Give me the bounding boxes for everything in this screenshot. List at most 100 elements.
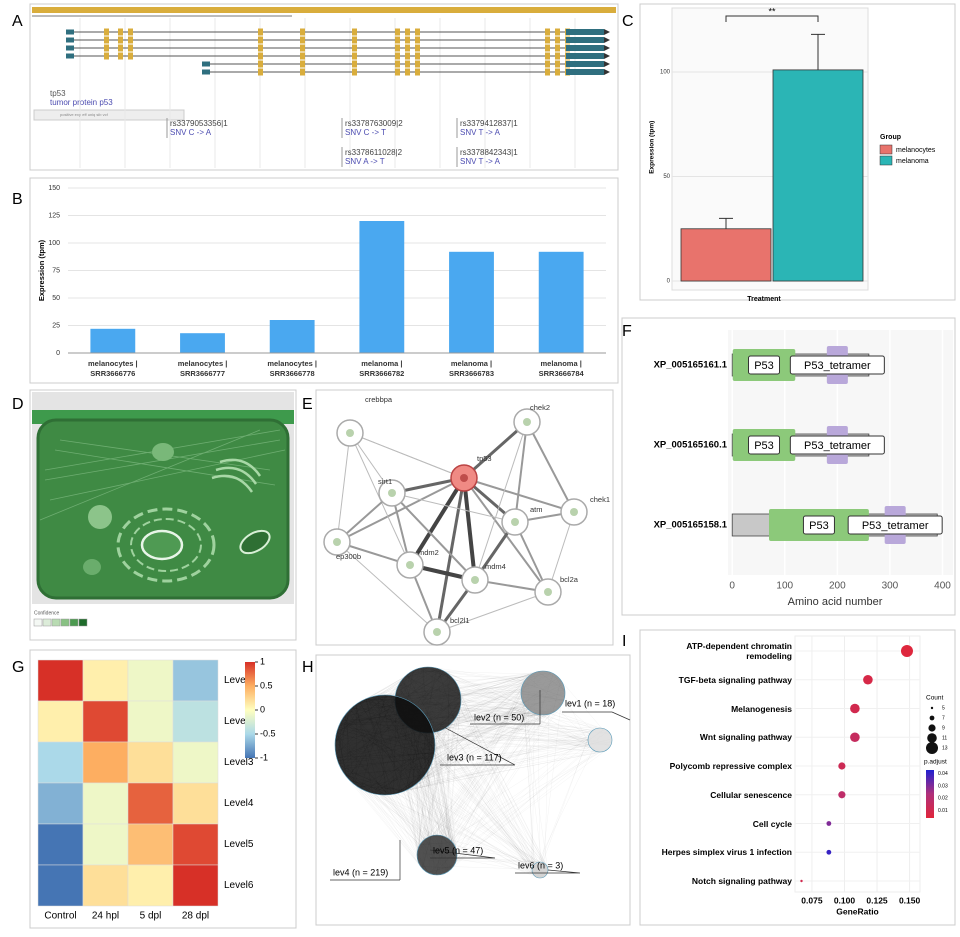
exon — [118, 28, 123, 36]
label-leader — [562, 711, 631, 721]
level-label: lev5 (n = 47) — [433, 845, 483, 855]
bundle-edge — [564, 695, 591, 748]
bundle-edge — [433, 735, 457, 859]
variant-id: rs3378763009|2 — [345, 119, 403, 128]
exon — [352, 52, 357, 60]
panel-label: E — [302, 396, 313, 413]
bundle-edge — [441, 669, 590, 746]
size-legend-dot — [926, 742, 938, 754]
bundle-edge — [448, 713, 552, 840]
bundle-edge — [448, 751, 600, 839]
bundle-edge — [416, 769, 429, 856]
y-tick-label: 100 — [48, 240, 60, 247]
bundle-edge — [536, 735, 590, 878]
level-node — [416, 834, 458, 876]
bundle-edge — [426, 772, 448, 839]
network-edge — [391, 492, 476, 581]
bundle-edge — [396, 793, 535, 876]
bundle-edge — [394, 793, 419, 847]
bundle-edge — [435, 728, 605, 836]
bar — [180, 333, 225, 353]
bundle-edge — [460, 693, 548, 867]
bundle-edge — [437, 731, 449, 839]
bundle-edge — [430, 724, 548, 868]
exon — [545, 36, 550, 44]
node-structure — [511, 518, 519, 526]
variant-id: rs3378611028|2 — [345, 148, 403, 157]
y-tick-label: 0 — [667, 279, 671, 285]
size-legend-dot — [929, 715, 935, 721]
row-label: Level3 — [224, 757, 254, 768]
exon — [405, 52, 410, 60]
colorbar — [926, 770, 934, 818]
exon — [352, 28, 357, 36]
bundle-edge — [523, 704, 549, 872]
bundle-edge — [415, 730, 592, 785]
bundle-edge — [406, 713, 551, 791]
utr — [566, 45, 604, 51]
legend-swatch — [879, 144, 893, 155]
bundle-edge — [431, 701, 564, 836]
bundle-edge — [539, 714, 589, 740]
node-structure — [523, 418, 531, 426]
bundle-edge — [537, 714, 541, 863]
bundle-edge — [415, 730, 611, 746]
bundle-edge — [437, 699, 462, 836]
exon — [258, 68, 263, 76]
confidence-scale — [33, 618, 88, 627]
heatmap-cell — [82, 782, 129, 825]
level-label: lev6 (n = 3) — [518, 860, 563, 870]
x-tick-label: 0.150 — [899, 895, 921, 905]
exon — [555, 36, 560, 44]
node-structure — [471, 576, 479, 584]
node-label: atm — [530, 505, 543, 514]
heatmap-cell — [82, 823, 129, 866]
size-legend-label: 7 — [942, 715, 945, 721]
exon — [352, 68, 357, 76]
bundle-edge — [443, 670, 527, 708]
bar — [269, 320, 315, 353]
dot — [850, 703, 860, 714]
bundle-edge — [448, 674, 532, 839]
panel-label: A — [12, 13, 23, 30]
node-label: crebbpa — [365, 395, 393, 404]
bundle-edge — [400, 792, 533, 869]
dot — [863, 674, 873, 685]
exon — [415, 28, 420, 36]
exon — [545, 44, 550, 52]
heatmap-cell — [172, 659, 219, 702]
size-legend-title: Count — [926, 695, 944, 702]
organelle — [152, 443, 174, 461]
bundle-edge — [423, 776, 445, 837]
y-tick-label: 150 — [48, 185, 60, 192]
domain-label: P53 — [809, 520, 829, 532]
bundle-edge — [451, 677, 547, 865]
colorbar-tick-label: 0.03 — [938, 783, 948, 789]
node-structure — [570, 508, 578, 516]
size-legend-label: 5 — [942, 705, 945, 711]
heatmap-cell — [82, 700, 129, 743]
domain-label-box — [847, 515, 943, 535]
column-label: 24 hpl — [92, 911, 119, 922]
strand-arrow — [604, 53, 610, 59]
exon — [300, 68, 305, 76]
bundle-edge — [349, 780, 548, 874]
row-label: Level1 — [224, 675, 254, 686]
heatmap-cell — [82, 864, 129, 907]
bundle-edge — [438, 747, 610, 876]
bundle-edge — [522, 684, 535, 865]
x-tick-label: 300 — [882, 581, 899, 592]
y-axis-label: Expression (tpm) — [37, 239, 46, 301]
bundle-edge — [456, 675, 529, 717]
bundle-edge — [434, 696, 522, 836]
protein-name: XP_005165160.1 — [654, 440, 728, 451]
label-leader — [515, 869, 581, 874]
bundle-edge — [434, 710, 531, 750]
bundle-edge — [431, 725, 591, 748]
bundle-edge — [433, 673, 534, 836]
bundle-edge — [429, 722, 589, 738]
bundle-edge — [460, 707, 540, 715]
bundle-edge — [434, 748, 443, 836]
bundle-edge — [362, 789, 533, 867]
